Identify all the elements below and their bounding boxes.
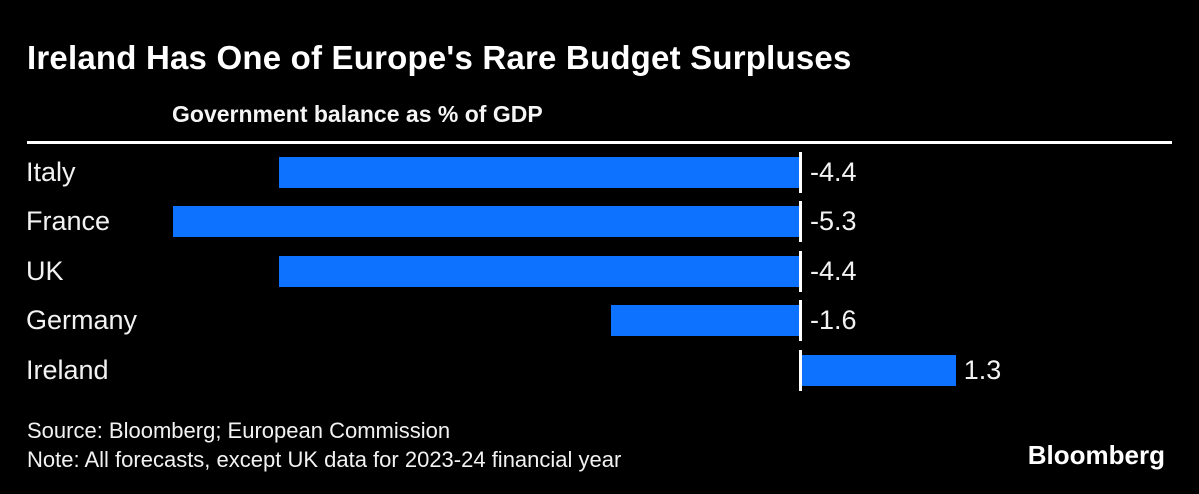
bar-uk [279,255,800,287]
category-label-ireland: Ireland [26,354,109,385]
bar-germany [610,305,800,337]
footer-text-block: Source: Bloomberg; European Commission N… [27,416,621,474]
bar-ireland [802,354,956,386]
bar-france [173,206,800,238]
value-label-italy: -4.4 [810,157,857,187]
chart-row-germany: Germany -1.6 [0,296,1199,345]
top-rule-divider [27,141,1172,144]
bloomberg-logo: Bloomberg [1027,440,1165,470]
zero-baseline-segment [799,201,802,243]
category-label-italy: Italy [26,157,76,187]
zero-baseline-segment [799,300,802,342]
source-line: Source: Bloomberg; European Commission [27,418,451,443]
zero-baseline-segment [799,250,802,292]
chart-subtitle: Government balance as % of GDP [172,101,543,127]
chart-row-france: France -5.3 [0,197,1199,246]
category-label-uk: UK [26,255,64,286]
category-label-france: France [26,206,111,237]
value-label-france: -5.3 [810,206,857,237]
category-label-germany: Germany [26,305,138,336]
note-line: Note: All forecasts, except UK data for … [27,447,622,472]
value-label-germany: -1.6 [810,305,857,336]
zero-baseline-segment [799,152,802,193]
bar-italy [279,157,800,188]
value-label-ireland: 1.3 [963,354,1002,385]
chart-row-italy: Italy -4.4 [0,148,1199,197]
value-label-uk: -4.4 [810,255,857,286]
zero-baseline-segment [799,349,802,391]
chart-title: Ireland Has One of Europe's Rare Budget … [27,39,852,76]
chart-row-uk: UK -4.4 [0,247,1199,296]
chart-row-ireland: Ireland 1.3 [0,346,1199,395]
